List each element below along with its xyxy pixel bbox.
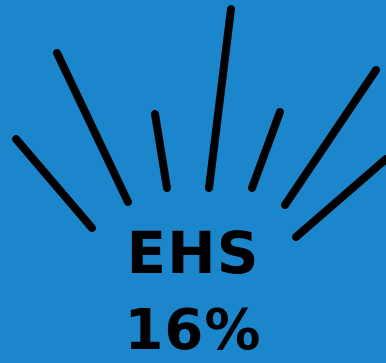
burst-ray [12,135,96,232]
burst-ray [248,108,284,192]
burst-ray [151,110,171,192]
burst-ray [205,5,235,192]
burst-ray [53,49,132,206]
metric-name: EHS [126,219,260,287]
metric-value: 16% [124,298,262,363]
burst-ray [292,155,386,241]
burst-ray [281,66,380,209]
